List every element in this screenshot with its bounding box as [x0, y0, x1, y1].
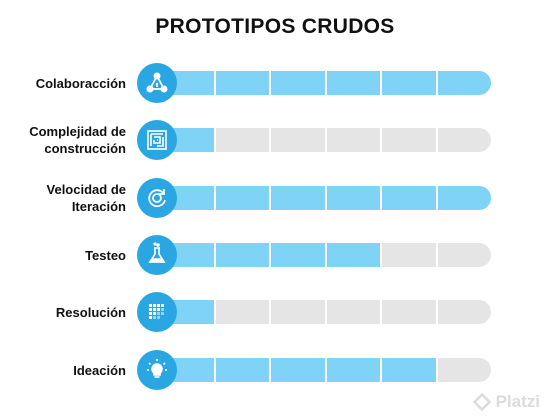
- level-track: [158, 300, 491, 324]
- segment-divider: [435, 358, 438, 382]
- flask-icon: [137, 235, 177, 275]
- lightbulb-icon: [137, 350, 177, 390]
- row-testeo: Testeo: [0, 235, 550, 275]
- segment-divider: [324, 358, 327, 382]
- segment-divider: [269, 128, 271, 152]
- segment-divider: [324, 128, 327, 152]
- segment-divider: [380, 243, 382, 267]
- row-label-line: construcción: [44, 141, 126, 156]
- platzi-logo-icon: [472, 392, 491, 412]
- watermark: Platzi: [472, 392, 540, 412]
- segment-divider: [380, 186, 382, 210]
- level-track: [158, 186, 491, 210]
- watermark-text: Platzi: [495, 392, 540, 411]
- segment-divider: [324, 243, 327, 267]
- row-colaboracion: Colaboracción: [0, 63, 550, 103]
- level-track: [158, 358, 491, 382]
- segment-divider: [435, 300, 438, 324]
- segment-divider: [213, 300, 216, 324]
- row-label: Resolución: [0, 292, 126, 332]
- row-label-line: Complejidad de: [29, 124, 126, 139]
- segment-divider: [213, 128, 216, 152]
- segment-divider: [380, 358, 382, 382]
- row-label: Ideación: [0, 350, 126, 390]
- segment-divider: [380, 128, 382, 152]
- collaboration-triangle-icon: [137, 63, 177, 103]
- level-fill: [158, 358, 436, 382]
- segment-divider: [380, 300, 382, 324]
- row-label: Colaboracción: [0, 63, 126, 103]
- segment-divider: [324, 71, 327, 95]
- segment-divider: [269, 186, 271, 210]
- segment-divider: [269, 243, 271, 267]
- segment-divider: [213, 71, 216, 95]
- level-track: [158, 128, 491, 152]
- row-label: Testeo: [0, 235, 126, 275]
- segment-divider: [324, 186, 327, 210]
- segment-divider: [269, 358, 271, 382]
- row-label-line: Velocidad de: [46, 182, 126, 197]
- pixel-grid-icon: [137, 292, 177, 332]
- maze-icon: [137, 120, 177, 160]
- row-label-line: Iteración: [71, 199, 126, 214]
- row-label: Velocidad de Iteración: [0, 178, 126, 218]
- row-label-line: Colaboracción: [35, 75, 126, 91]
- segment-divider: [213, 186, 216, 210]
- row-velocidad: Velocidad de Iteración: [0, 178, 550, 218]
- segment-divider: [269, 300, 271, 324]
- segment-divider: [435, 186, 438, 210]
- row-label: Complejidad de construcción: [0, 120, 126, 160]
- segment-divider: [435, 243, 438, 267]
- row-label-line: Testeo: [85, 247, 126, 263]
- row-label-line: Resolución: [55, 304, 126, 320]
- segment-divider: [213, 243, 216, 267]
- page-title: PROTOTIPOS CRUDOS: [155, 15, 395, 38]
- level-track: [158, 71, 491, 95]
- segment-divider: [380, 71, 382, 95]
- segment-divider: [435, 128, 438, 152]
- segment-divider: [324, 300, 327, 324]
- segment-divider: [269, 71, 271, 95]
- level-track: [158, 243, 491, 267]
- row-complejidad: Complejidad de construcción: [0, 120, 550, 160]
- row-label-line: Ideación: [73, 362, 126, 378]
- segment-divider: [435, 71, 438, 95]
- refresh-cycle-icon: [137, 178, 177, 218]
- row-ideacion: Ideación: [0, 350, 550, 390]
- segment-divider: [213, 358, 216, 382]
- row-resolucion: Resolución: [0, 292, 550, 332]
